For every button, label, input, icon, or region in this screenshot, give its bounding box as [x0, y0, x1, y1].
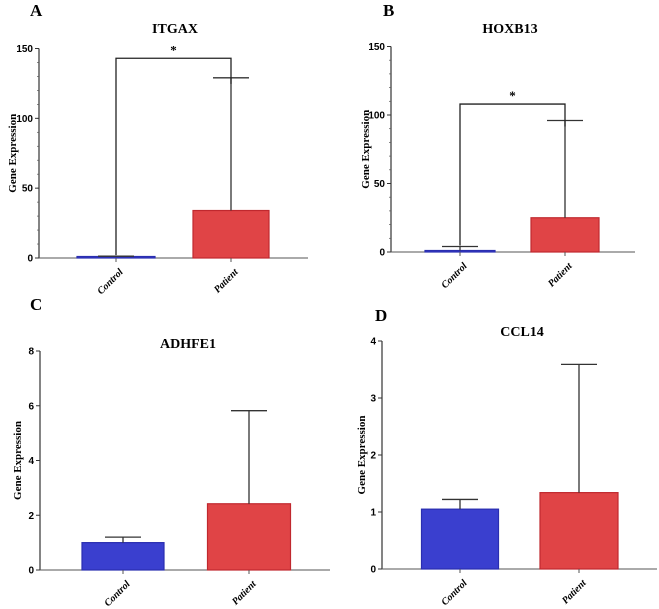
y-tick-label: 6	[28, 401, 34, 412]
x-tick-label: Control	[439, 578, 469, 608]
bar-patient	[206, 503, 292, 571]
bar-patient	[530, 217, 600, 253]
y-tick-label: 2	[370, 451, 376, 462]
y-tick-label: 50	[22, 184, 34, 195]
significance-marker: *	[170, 42, 177, 57]
significance-marker: *	[509, 88, 516, 103]
y-tick-label: 100	[368, 111, 385, 122]
y-axis-label: Gene Expression	[360, 110, 372, 189]
bar-control	[420, 508, 500, 570]
y-axis-label: Gene Expression	[7, 114, 19, 193]
x-tick-label: Patient	[546, 260, 575, 289]
bar-control	[424, 249, 496, 253]
panel-letter: C	[30, 295, 42, 314]
panel-letter: B	[383, 1, 394, 20]
y-tick-label: 0	[28, 566, 34, 577]
y-tick-label: 50	[374, 179, 386, 190]
y-tick-label: 100	[16, 114, 33, 125]
y-tick-label: 0	[27, 254, 33, 265]
y-tick-label: 2	[28, 511, 34, 522]
panel-title: HOXB13	[482, 22, 537, 37]
y-axis-label: Gene Expression	[356, 416, 368, 495]
bar-patient	[192, 209, 270, 259]
x-tick-label: Control	[95, 267, 125, 297]
bar-patient	[539, 492, 619, 570]
x-tick-label: Control	[439, 261, 469, 291]
y-tick-label: 150	[368, 42, 385, 53]
y-tick-label: 4	[370, 337, 376, 348]
panel-letter: A	[30, 1, 43, 20]
x-tick-label: Control	[102, 579, 132, 609]
y-tick-label: 0	[379, 248, 385, 259]
y-tick-label: 8	[28, 347, 34, 358]
y-axis-label: Gene Expression	[12, 421, 24, 500]
y-tick-label: 0	[370, 565, 376, 576]
y-tick-label: 1	[370, 508, 376, 519]
significance-bracket	[459, 103, 566, 246]
y-tick-label: 150	[16, 44, 33, 55]
x-tick-label: Patient	[560, 577, 589, 606]
y-tick-label: 3	[370, 394, 376, 405]
panel-letter: D	[375, 306, 387, 325]
x-tick-label: Patient	[212, 266, 241, 295]
panel-title: CCL14	[500, 325, 544, 340]
panel-title: ITGAX	[152, 22, 198, 37]
panel-title: ADHFE1	[160, 337, 216, 352]
x-tick-label: Patient	[230, 578, 259, 607]
y-tick-label: 4	[28, 456, 34, 467]
bar-control	[81, 542, 165, 571]
significance-bracket	[115, 57, 232, 256]
